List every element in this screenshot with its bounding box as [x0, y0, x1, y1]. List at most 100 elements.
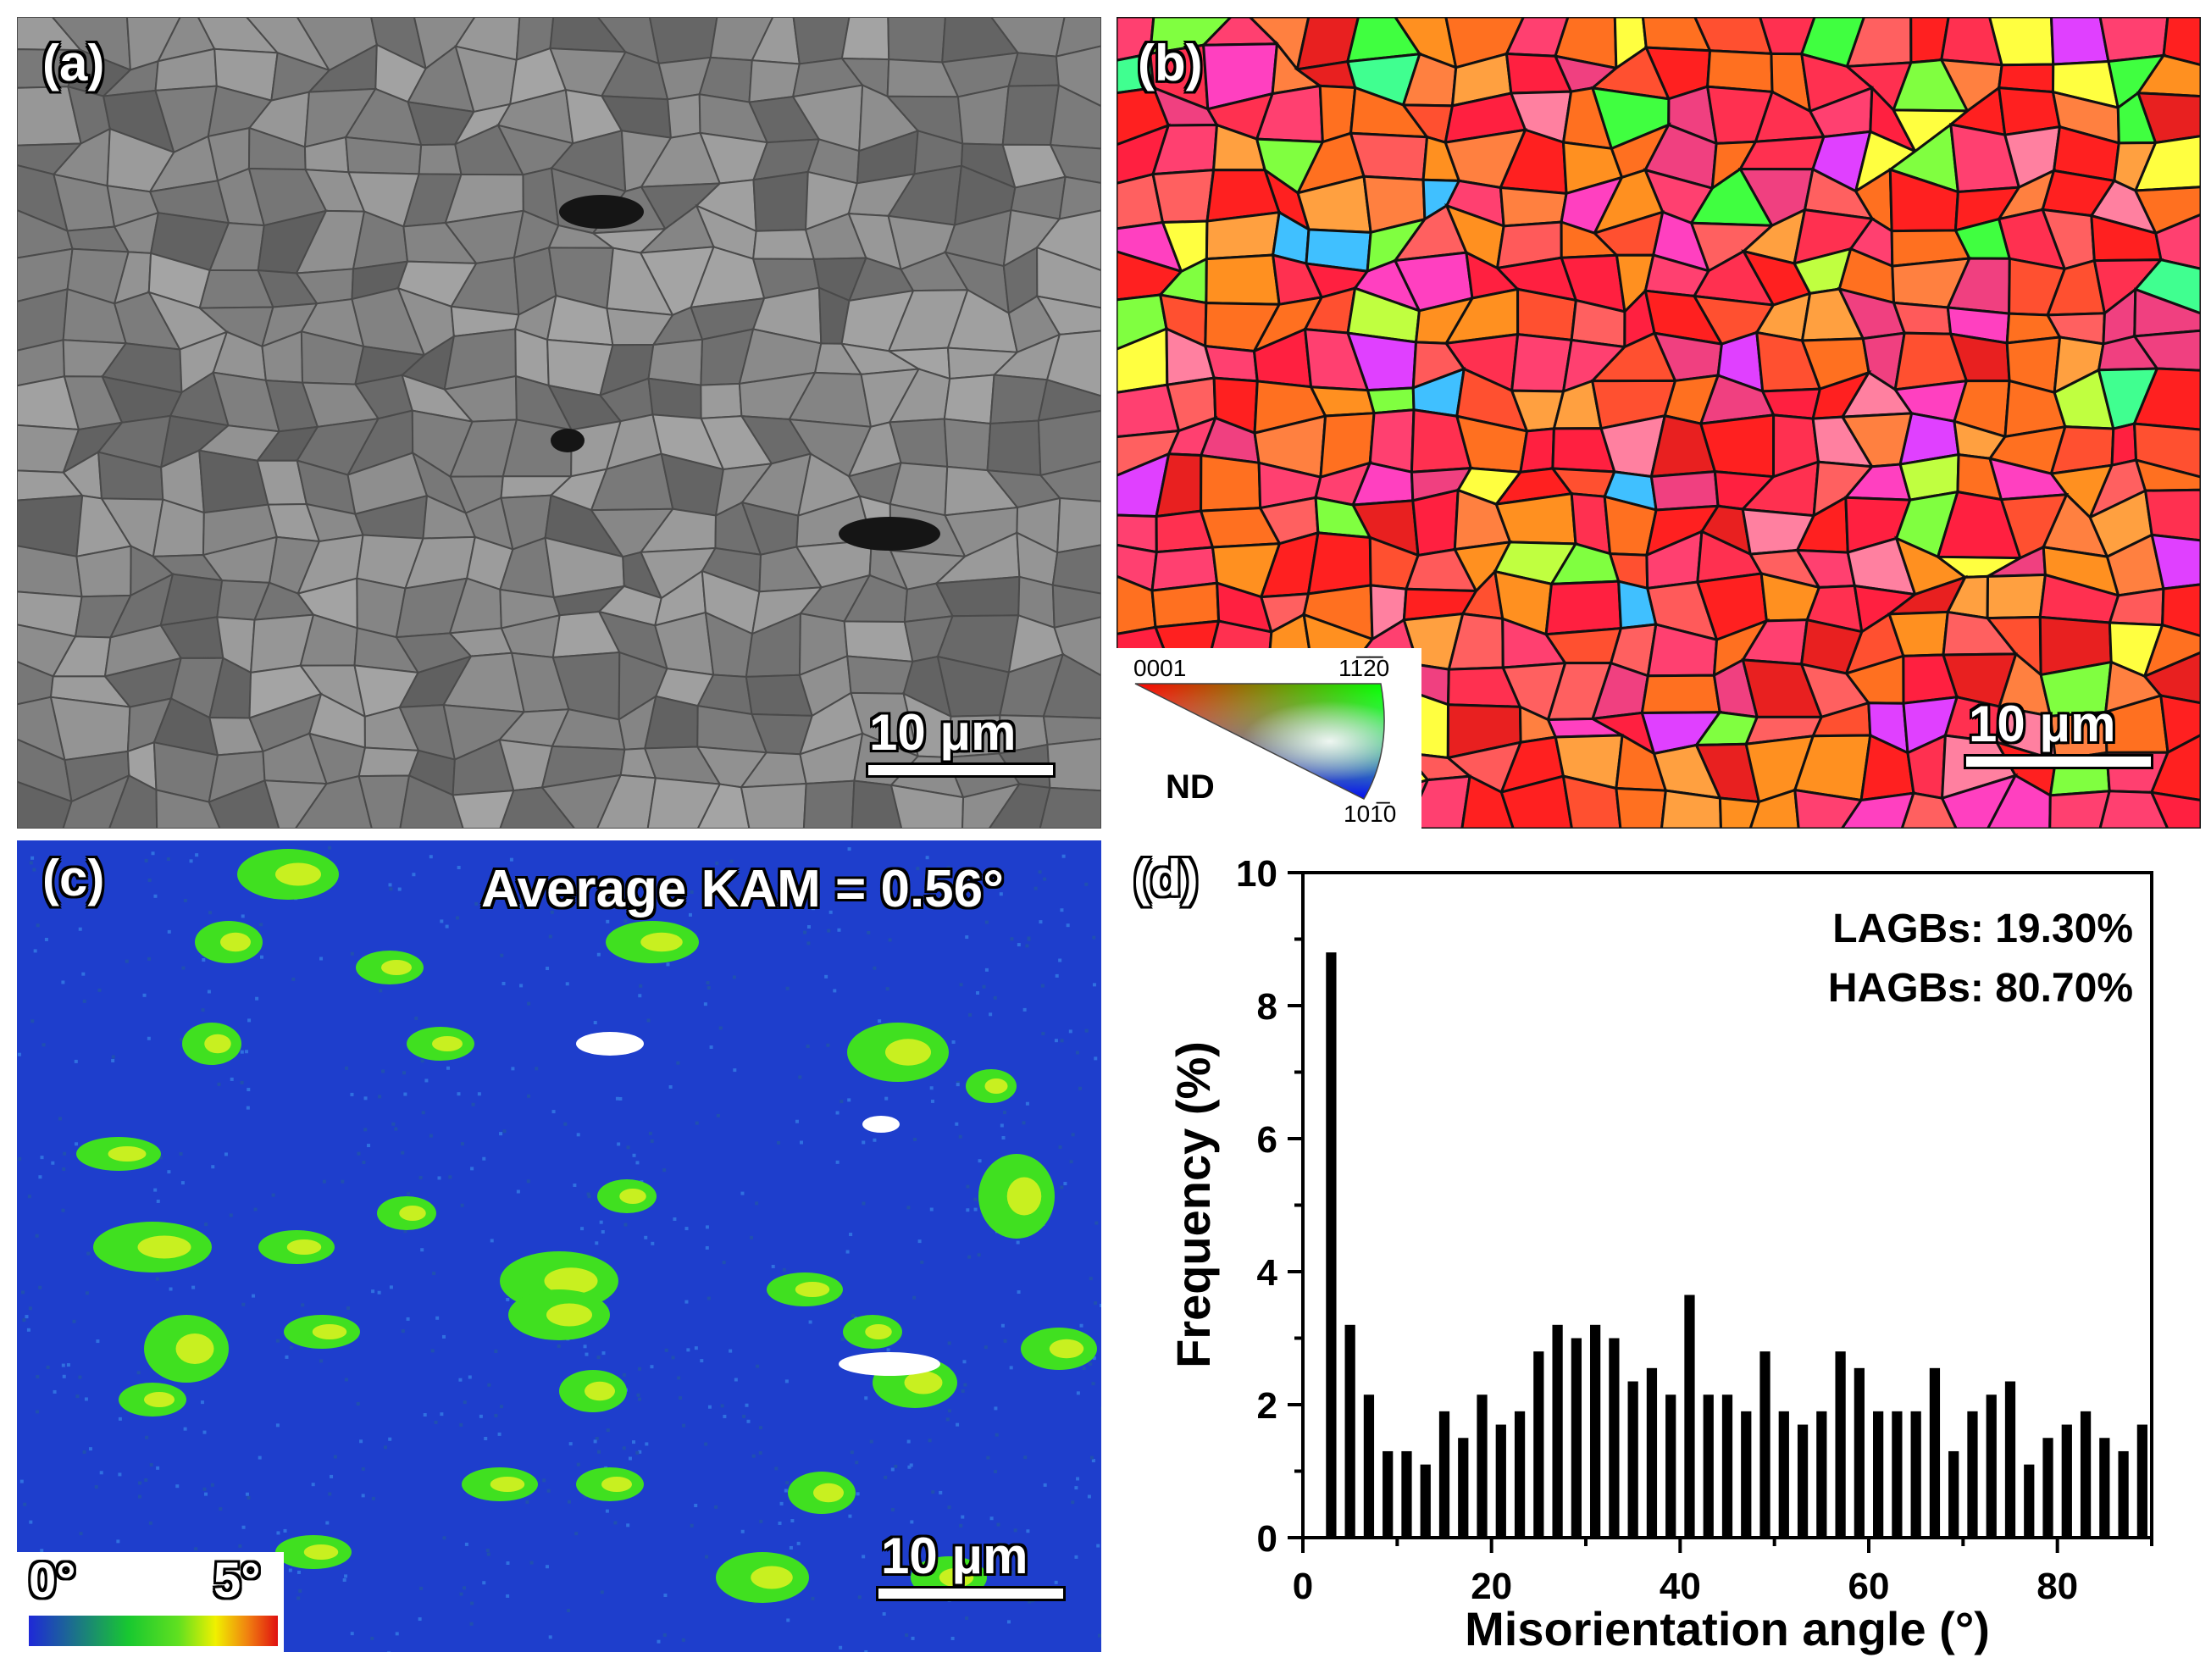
- kam-noise: [153, 894, 158, 898]
- kam-noise: [873, 1138, 877, 1142]
- kam-noise: [575, 877, 579, 881]
- kam-noise: [636, 1393, 640, 1397]
- kam-noise: [403, 1092, 407, 1096]
- kam-noise: [147, 878, 152, 882]
- kam-noise: [210, 1483, 214, 1487]
- sem-grain: [647, 377, 702, 419]
- kam-noise: [1092, 935, 1096, 940]
- kam-noise: [606, 919, 610, 923]
- kam-noise: [644, 1235, 648, 1239]
- kam-noise: [275, 1339, 280, 1343]
- ipf-grain: [2133, 186, 2201, 236]
- histogram-bar: [1703, 1394, 1714, 1538]
- ipf-grain: [2142, 623, 2201, 679]
- kam-colorbar-gradient: [29, 1616, 278, 1646]
- sem-pore: [839, 517, 940, 551]
- kam-noise: [1069, 1160, 1073, 1164]
- kam-noise: [882, 1612, 886, 1616]
- kam-noise: [1078, 1086, 1082, 1090]
- kam-noise: [862, 1555, 866, 1559]
- kam-noise: [191, 1285, 196, 1289]
- sem-grain: [596, 773, 657, 829]
- kam-noise: [565, 982, 569, 986]
- kam-noise: [459, 1592, 463, 1596]
- kam-noise: [664, 1348, 668, 1352]
- kam-noise: [638, 1450, 642, 1454]
- kam-noise: [573, 1183, 577, 1187]
- kam-noise: [663, 1594, 668, 1598]
- kam-noise: [835, 1160, 840, 1164]
- kam-noise: [356, 1401, 360, 1406]
- kam-noise: [694, 1504, 698, 1508]
- ipf-grain: [2149, 733, 2201, 801]
- kam-noise: [463, 1400, 467, 1405]
- kam-noise: [457, 1092, 461, 1096]
- kam-noise: [1092, 1356, 1096, 1361]
- ipf-grain: [1499, 186, 1568, 228]
- sem-grain: [1037, 379, 1101, 422]
- kam-noise: [709, 1045, 713, 1050]
- histogram-bar: [1721, 1394, 1733, 1538]
- sem-grain-micrograph: [17, 17, 1101, 829]
- kam-noise: [1079, 1323, 1083, 1328]
- kam-noise: [85, 1291, 89, 1295]
- kam-noise: [864, 1650, 868, 1652]
- kam-noise: [857, 1595, 862, 1600]
- kam-noise: [35, 1410, 39, 1414]
- kam-noise: [217, 1082, 221, 1086]
- y-tick-label: 4: [1257, 1252, 1278, 1294]
- kam-noise: [884, 1475, 888, 1479]
- kam-noise: [298, 1589, 302, 1593]
- kam-noise: [1009, 1366, 1013, 1370]
- kam-noise: [29, 1520, 33, 1524]
- histogram-bar: [1665, 1394, 1676, 1538]
- histogram-bar: [1477, 1394, 1488, 1538]
- ipf-grain: [1988, 17, 2055, 67]
- kam-noise: [973, 1207, 978, 1211]
- kam-noise: [1022, 1007, 1027, 1012]
- kam-noise: [542, 1478, 546, 1483]
- kam-noise: [144, 858, 148, 862]
- histogram-bar: [1967, 1411, 1978, 1538]
- kam-noise: [118, 1472, 122, 1477]
- kam-noise: [958, 1134, 962, 1139]
- sem-grain: [751, 229, 816, 260]
- kam-noise: [238, 1544, 242, 1548]
- kam-noise: [803, 930, 807, 934]
- kam-noise: [695, 1121, 699, 1125]
- panel-c-kam-map: (c) Average KAM = 0.56° 0° 5° 10 μm: [17, 840, 1101, 1652]
- kam-noise: [401, 1329, 405, 1333]
- kam-noise: [142, 993, 147, 997]
- kam-noise: [442, 1536, 446, 1540]
- kam-noise: [567, 1609, 571, 1613]
- kam-noise: [499, 1132, 503, 1136]
- histogram-bar: [1948, 1450, 1959, 1538]
- ipf-grain: [1411, 488, 1460, 557]
- kam-noise: [1000, 1568, 1005, 1572]
- kam-noise: [1041, 1032, 1045, 1036]
- kam-noise: [1054, 1039, 1058, 1043]
- kam-hotspot: [546, 1303, 592, 1327]
- kam-noise: [733, 1068, 737, 1073]
- kam-noise: [482, 1156, 486, 1161]
- kam-hotspot: [432, 1036, 463, 1051]
- kam-noise: [319, 1359, 324, 1363]
- ipf-grain: [1892, 301, 1953, 335]
- kam-noise: [62, 1374, 66, 1378]
- sem-grain: [452, 789, 515, 829]
- sem-grain: [1046, 737, 1101, 792]
- kam-noise: [950, 1636, 955, 1640]
- sem-grain: [1049, 84, 1101, 150]
- kam-noise: [460, 1203, 464, 1207]
- kam-noise: [345, 1066, 349, 1070]
- histogram-bar: [2024, 1464, 2035, 1538]
- kam-noise: [111, 1055, 115, 1059]
- kam-noise: [849, 1233, 853, 1237]
- kam-noise: [486, 1552, 490, 1556]
- kam-hotspot: [312, 1324, 347, 1339]
- ipf-grain: [1519, 427, 1555, 474]
- kam-noise: [796, 900, 801, 904]
- kam-noise: [36, 1374, 40, 1378]
- kam-noise: [202, 1487, 207, 1491]
- kam-noise: [46, 1365, 50, 1369]
